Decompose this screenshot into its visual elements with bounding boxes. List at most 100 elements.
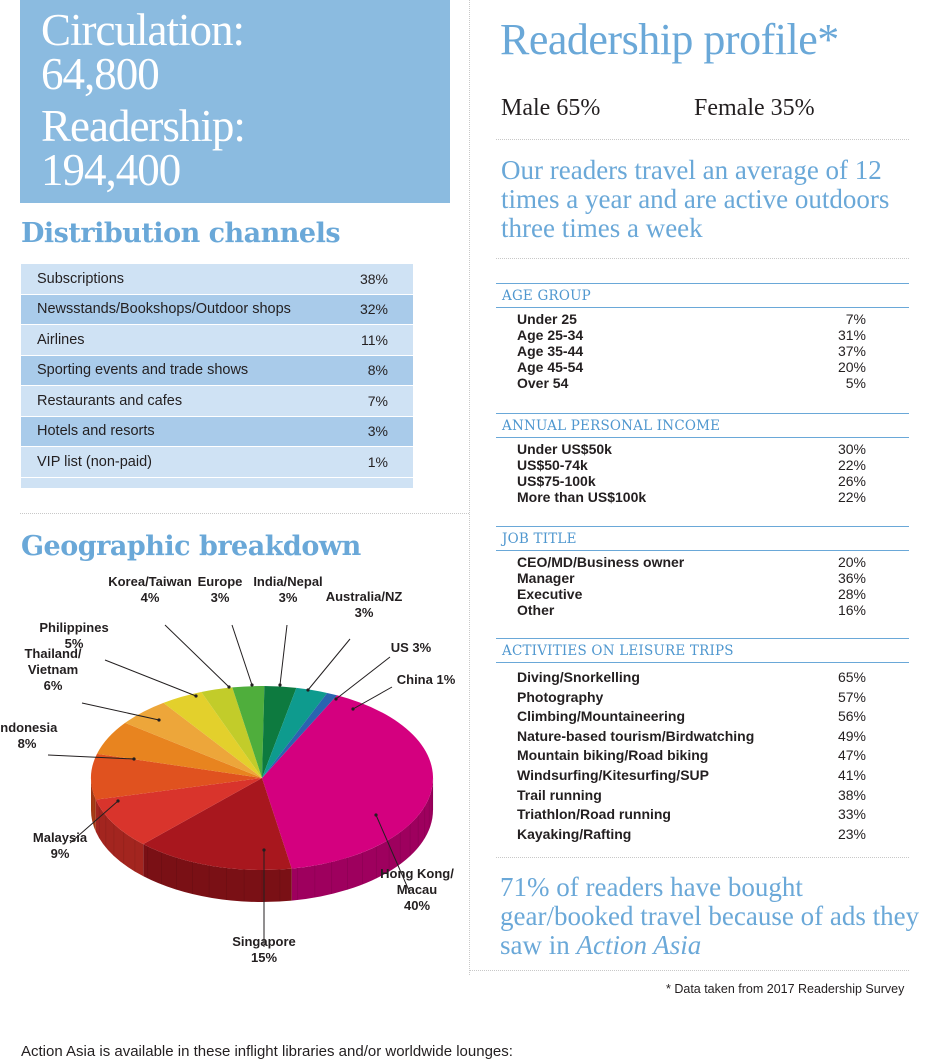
list-item: More than US$100k 22%: [496, 489, 909, 505]
leader-line: [352, 686, 393, 710]
pie-label-us: US 3%: [391, 640, 432, 655]
item-pct: 28%: [837, 586, 866, 602]
pie-side-hong-kong-macau: [291, 778, 434, 901]
item-label: Diving/Snorkelling: [517, 669, 640, 685]
profile-title: Readership profile*: [500, 15, 839, 64]
leader-dot: [374, 813, 378, 817]
pie-slice-japan-korea-taiwan: [163, 691, 262, 778]
pie-chart: Hong Kong/Macau 40% Singapore 15% Malaysia 9%…: [0, 575, 456, 965]
row-pct: 1%: [367, 453, 388, 470]
list-item: Under 25 7%: [496, 311, 909, 327]
gear-text-main: 71% of readers have bought gear/booked t…: [500, 872, 920, 960]
row-label: Subscriptions: [37, 270, 125, 287]
item-pct: 47%: [837, 747, 866, 764]
item-pct: 49%: [837, 727, 866, 744]
pie-leaders: [47, 624, 411, 947]
item-label: CEO/MD/Business owner: [517, 554, 685, 570]
pie-tops: [90, 686, 433, 870]
item-label: US$75-100k: [517, 473, 596, 489]
gear-text-italic: Action Asia: [576, 930, 702, 960]
leader-line: [164, 624, 230, 688]
pie-label-thailand-vietnam: Thailand/Vietnam 6%: [24, 646, 81, 693]
table-row: Newsstands/Bookshops/Outdoor shops 32%: [21, 294, 413, 325]
footnote: * Data taken from 2017 Readership Survey: [666, 982, 905, 996]
pie-slice-indonesia: [90, 753, 262, 800]
item-label: Executive: [517, 586, 583, 602]
item-pct: 56%: [837, 708, 866, 725]
leader-line: [279, 624, 288, 686]
list-item: Age 25-34 31%: [496, 327, 909, 343]
item-label: Climbing/Mountaineering: [517, 708, 685, 725]
item-pct: 16%: [837, 602, 866, 618]
circulation-value: 64,800: [41, 49, 160, 99]
row-label: Newsstands/Bookshops/Outdoor shops: [37, 301, 291, 318]
geo-title: Geographic breakdown: [21, 531, 361, 562]
item-label: Nature-based tourism/Birdwatching: [517, 727, 755, 744]
readership-label: Readership:: [41, 101, 246, 151]
item-pct: 22%: [837, 489, 866, 505]
item-pct: 26%: [837, 473, 866, 489]
divider: [496, 857, 909, 858]
item-label: More than US$100k: [517, 489, 647, 505]
row-pct: 11%: [361, 331, 388, 348]
pie-label-singapore: Singapore 15%: [232, 934, 296, 965]
row-label: Airlines: [37, 331, 85, 348]
table-row: Airlines 11%: [21, 325, 413, 356]
pie-label-malaysia: Malaysia 9%: [33, 830, 88, 861]
income-title: ANNUAL PERSONAL INCOME: [496, 413, 909, 438]
list-item: Age 35-44 37%: [496, 343, 909, 359]
table-row: Hotels and resorts 3%: [21, 416, 413, 447]
leader-dot: [262, 848, 266, 852]
divider: [469, 970, 909, 971]
pie-slice-singapore: [143, 778, 292, 870]
divider: [496, 258, 909, 259]
item-label: Age 35-44: [517, 343, 584, 359]
item-pct: 20%: [837, 359, 866, 375]
leader-line: [47, 754, 135, 760]
item-pct: 57%: [837, 688, 866, 705]
list-item: Climbing/Mountaineering 56%: [496, 707, 909, 727]
item-label: Age 45-54: [517, 359, 584, 375]
item-pct: 33%: [837, 806, 866, 823]
pie-side-indonesia: [91, 778, 96, 832]
item-label: Other: [517, 602, 555, 618]
list-item: Mountain biking/Road biking 47%: [496, 746, 909, 766]
leader-dot: [157, 718, 161, 722]
leader-dot: [116, 799, 120, 803]
job-block: JOB TITLE CEO/MD/Business owner 20% Manag…: [496, 526, 909, 618]
age-group-title: AGE GROUP: [496, 283, 909, 308]
row-label: VIP list (non-paid): [37, 453, 152, 470]
leader-line: [81, 702, 160, 721]
leader-dot: [351, 707, 355, 711]
item-label: US$50-74k: [517, 457, 588, 473]
list-item: Trail running 38%: [496, 786, 909, 806]
pie-label-philippines: Philippines 5%: [39, 620, 108, 651]
table-row: Sporting events and trade shows 8%: [21, 355, 413, 386]
item-pct: 31%: [837, 327, 866, 343]
list-item: Under US$50k 30%: [496, 441, 909, 457]
list-item: Triathlon/Road running 33%: [496, 805, 909, 825]
pie-slice-philippines: [125, 702, 262, 778]
pie-slice-china: [262, 692, 337, 778]
distribution-title: Distribution channels: [21, 218, 341, 249]
list-item: Photography 57%: [496, 688, 909, 708]
row-label: Hotels and resorts: [37, 423, 155, 440]
row-pct: 7%: [367, 392, 388, 409]
item-label: Mountain biking/Road biking: [517, 747, 709, 764]
item-pct: 5%: [845, 375, 866, 391]
item-pct: 22%: [837, 457, 866, 473]
pie-slice-india-nepal: [232, 686, 265, 778]
row-label: Sporting events and trade shows: [37, 362, 249, 379]
item-pct: 37%: [837, 343, 866, 359]
activities-block: ACTIVITIES ON LEISURE TRIPS Diving/Snork…: [496, 638, 909, 844]
pie-slice-us: [262, 687, 328, 778]
item-label: Kayaking/Rafting: [517, 825, 632, 842]
leader-line: [69, 800, 119, 844]
leader-dot: [250, 683, 254, 687]
list-item: Other 16%: [496, 602, 909, 618]
list-item: Diving/Snorkelling 65%: [496, 668, 909, 688]
list-item: CEO/MD/Business owner 20%: [496, 554, 909, 570]
leader-dot: [194, 694, 198, 698]
pie-slice-hong-kong-macau: [262, 695, 433, 869]
